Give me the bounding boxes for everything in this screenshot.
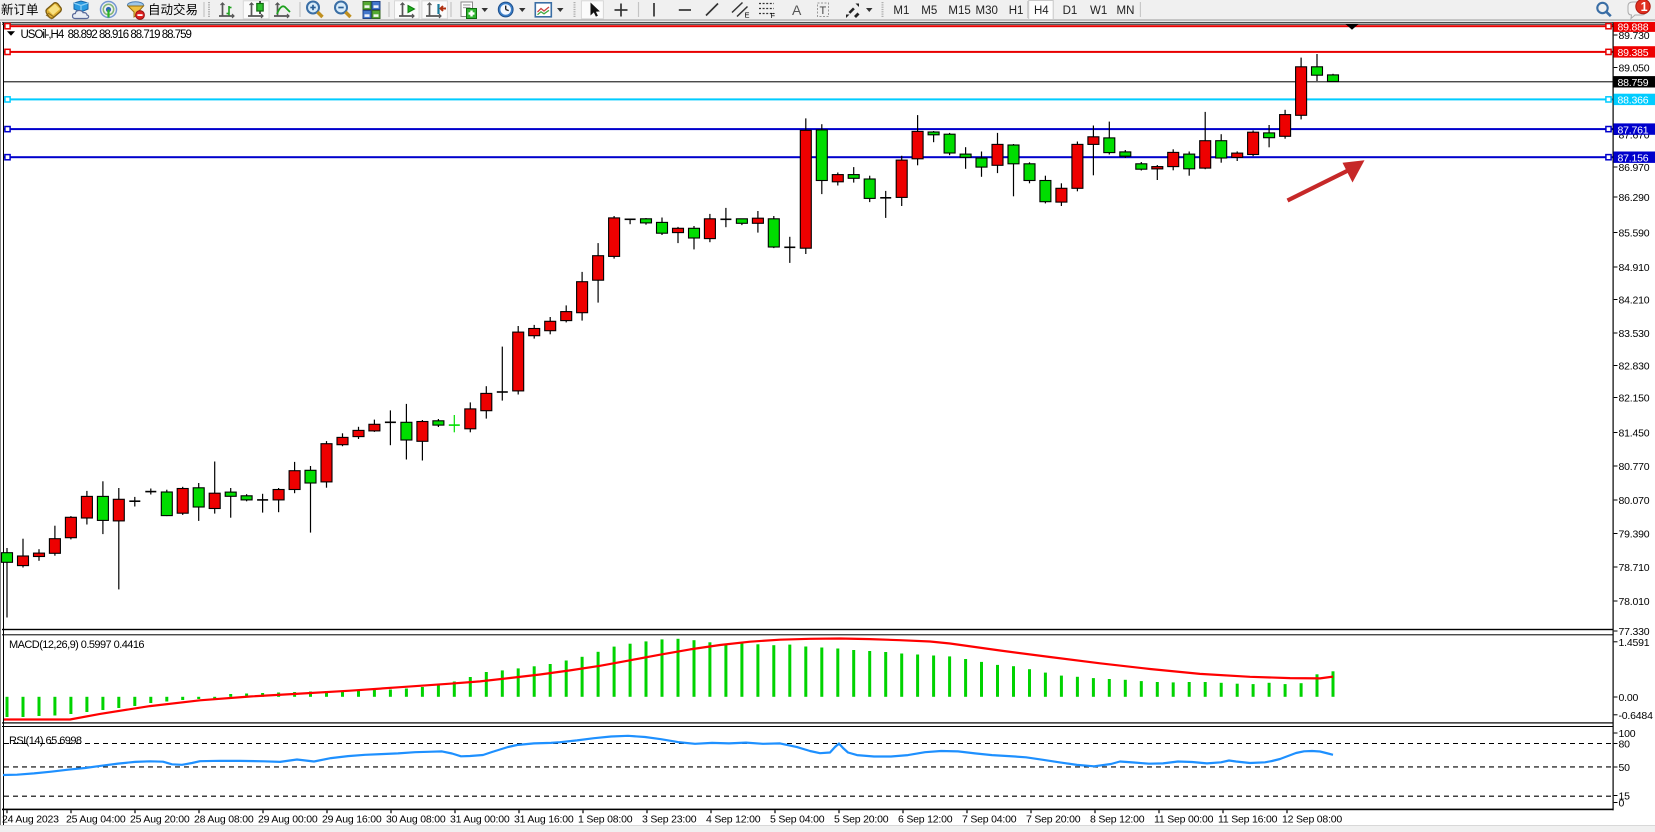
svg-text:29 Aug 00:00: 29 Aug 00:00	[258, 814, 318, 826]
svg-text:29 Aug 16:00: 29 Aug 16:00	[322, 814, 382, 826]
svg-text:5 Sep 04:00: 5 Sep 04:00	[770, 814, 825, 826]
svg-text:30 Aug 08:00: 30 Aug 08:00	[386, 814, 446, 826]
svg-text:M5: M5	[921, 5, 937, 17]
svg-text:86.290: 86.290	[1619, 192, 1650, 204]
svg-text:W1: W1	[1090, 5, 1107, 17]
svg-text:86.970: 86.970	[1619, 162, 1650, 174]
svg-text:88.759: 88.759	[1618, 77, 1649, 89]
svg-text:M15: M15	[948, 5, 970, 17]
svg-text:0.00: 0.00	[1619, 692, 1639, 704]
svg-text:1.4591: 1.4591	[1619, 637, 1650, 649]
svg-text:M30: M30	[976, 5, 998, 17]
svg-text:89.730: 89.730	[1619, 30, 1650, 42]
svg-text:MN: MN	[1117, 5, 1135, 17]
svg-text:A: A	[792, 2, 802, 18]
svg-text:79.390: 79.390	[1619, 529, 1650, 541]
svg-text:82.150: 82.150	[1619, 393, 1650, 405]
svg-text:25 Aug 04:00: 25 Aug 04:00	[66, 814, 126, 826]
svg-text:78.710: 78.710	[1619, 562, 1650, 574]
svg-text:T: T	[820, 5, 827, 17]
svg-text:87.761: 87.761	[1618, 124, 1649, 136]
svg-text:31 Aug 00:00: 31 Aug 00:00	[450, 814, 510, 826]
svg-text:89.385: 89.385	[1618, 47, 1649, 59]
svg-text:25 Aug 20:00: 25 Aug 20:00	[130, 814, 190, 826]
svg-text:RSI(14) 65.6998: RSI(14) 65.6998	[9, 735, 82, 747]
svg-text:1 Sep 08:00: 1 Sep 08:00	[578, 814, 633, 826]
svg-text:85.590: 85.590	[1619, 228, 1650, 240]
svg-text:0: 0	[1619, 798, 1625, 810]
svg-text:24 Aug 2023: 24 Aug 2023	[2, 814, 59, 826]
svg-text:89.888: 89.888	[1618, 22, 1649, 33]
svg-text:5 Sep 20:00: 5 Sep 20:00	[834, 814, 889, 826]
svg-text:84.210: 84.210	[1619, 295, 1650, 307]
svg-text:88.366: 88.366	[1618, 95, 1649, 107]
svg-text:D1: D1	[1063, 5, 1078, 17]
svg-text:H1: H1	[1009, 5, 1024, 17]
svg-text:31 Aug 16:00: 31 Aug 16:00	[514, 814, 574, 826]
svg-text:15: 15	[1619, 791, 1631, 803]
svg-text:12 Sep 08:00: 12 Sep 08:00	[1282, 814, 1342, 826]
svg-text:自动交易: 自动交易	[148, 2, 198, 17]
svg-text:78.010: 78.010	[1619, 596, 1650, 608]
svg-text:H4: H4	[1034, 5, 1049, 17]
svg-text:11 Sep 16:00: 11 Sep 16:00	[1218, 814, 1278, 826]
svg-text:82.830: 82.830	[1619, 361, 1650, 373]
svg-text:USOil-,H4 88.892 88.916 88.71: USOil-,H4 88.892 88.916 88.719 88.759	[21, 29, 192, 41]
svg-text:新订单: 新订单	[1, 2, 39, 17]
svg-text:84.910: 84.910	[1619, 262, 1650, 274]
svg-text:50: 50	[1619, 762, 1631, 774]
svg-text:4 Sep 12:00: 4 Sep 12:00	[706, 814, 761, 826]
svg-text:7 Sep 20:00: 7 Sep 20:00	[1026, 814, 1081, 826]
svg-text:6 Sep 12:00: 6 Sep 12:00	[898, 814, 953, 826]
svg-text:87.156: 87.156	[1618, 152, 1649, 164]
svg-text:8 Sep 12:00: 8 Sep 12:00	[1090, 814, 1145, 826]
svg-text:89.050: 89.050	[1619, 63, 1650, 75]
svg-text:E: E	[745, 11, 750, 20]
svg-text:MACD(12,26,9) 0.5997 0.4416: MACD(12,26,9) 0.5997 0.4416	[9, 639, 144, 651]
svg-text:7 Sep 04:00: 7 Sep 04:00	[962, 814, 1017, 826]
svg-text:77.330: 77.330	[1619, 626, 1650, 638]
svg-text:80.770: 80.770	[1619, 461, 1650, 473]
svg-text:28 Aug 08:00: 28 Aug 08:00	[194, 814, 254, 826]
svg-text:11 Sep 00:00: 11 Sep 00:00	[1154, 814, 1214, 826]
svg-text:100: 100	[1619, 728, 1636, 740]
svg-text:3 Sep 23:00: 3 Sep 23:00	[642, 814, 697, 826]
svg-text:M1: M1	[893, 5, 909, 17]
svg-text:1: 1	[1641, 0, 1648, 14]
svg-text:F: F	[771, 11, 776, 20]
svg-text:83.530: 83.530	[1619, 328, 1650, 340]
svg-text:81.450: 81.450	[1619, 428, 1650, 440]
svg-text:-0.6484: -0.6484	[1619, 710, 1654, 722]
svg-text:80.070: 80.070	[1619, 495, 1650, 507]
svg-text:80: 80	[1619, 739, 1631, 751]
